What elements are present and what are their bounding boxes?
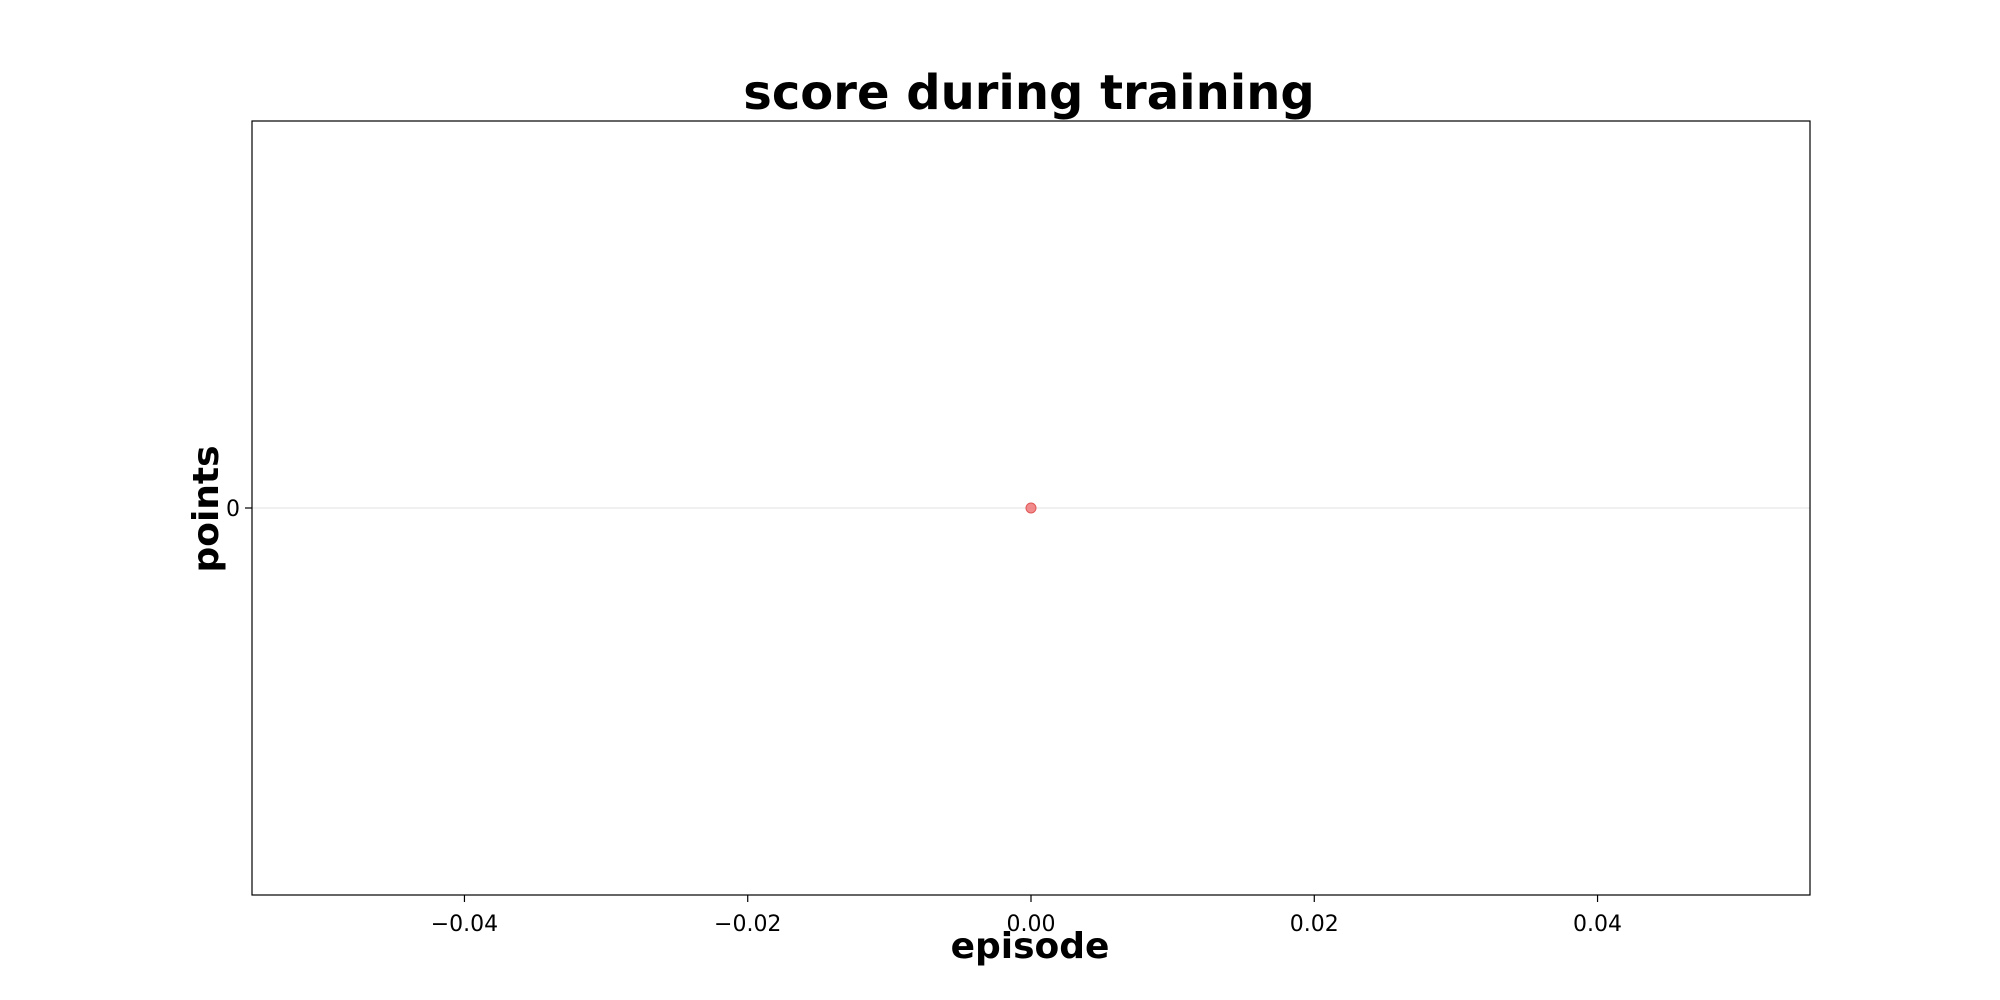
y-tick-label: 0 bbox=[226, 497, 240, 522]
chart-title: score during training bbox=[743, 65, 1314, 121]
y-axis-ticks: 0 bbox=[226, 497, 252, 522]
x-tick-label: −0.04 bbox=[431, 912, 498, 937]
data-point bbox=[1025, 502, 1037, 514]
x-axis-ticks: −0.04 −0.02 0.00 0.02 0.04 bbox=[431, 895, 1622, 937]
x-tick-label: −0.02 bbox=[714, 912, 781, 937]
x-tick-label: 0.02 bbox=[1290, 912, 1339, 937]
x-axis-label: episode bbox=[951, 926, 1110, 967]
y-axis-label: points bbox=[186, 445, 227, 572]
x-tick-label: 0.00 bbox=[1007, 912, 1056, 937]
data-points bbox=[1025, 502, 1037, 514]
x-tick-label: 0.04 bbox=[1573, 912, 1622, 937]
